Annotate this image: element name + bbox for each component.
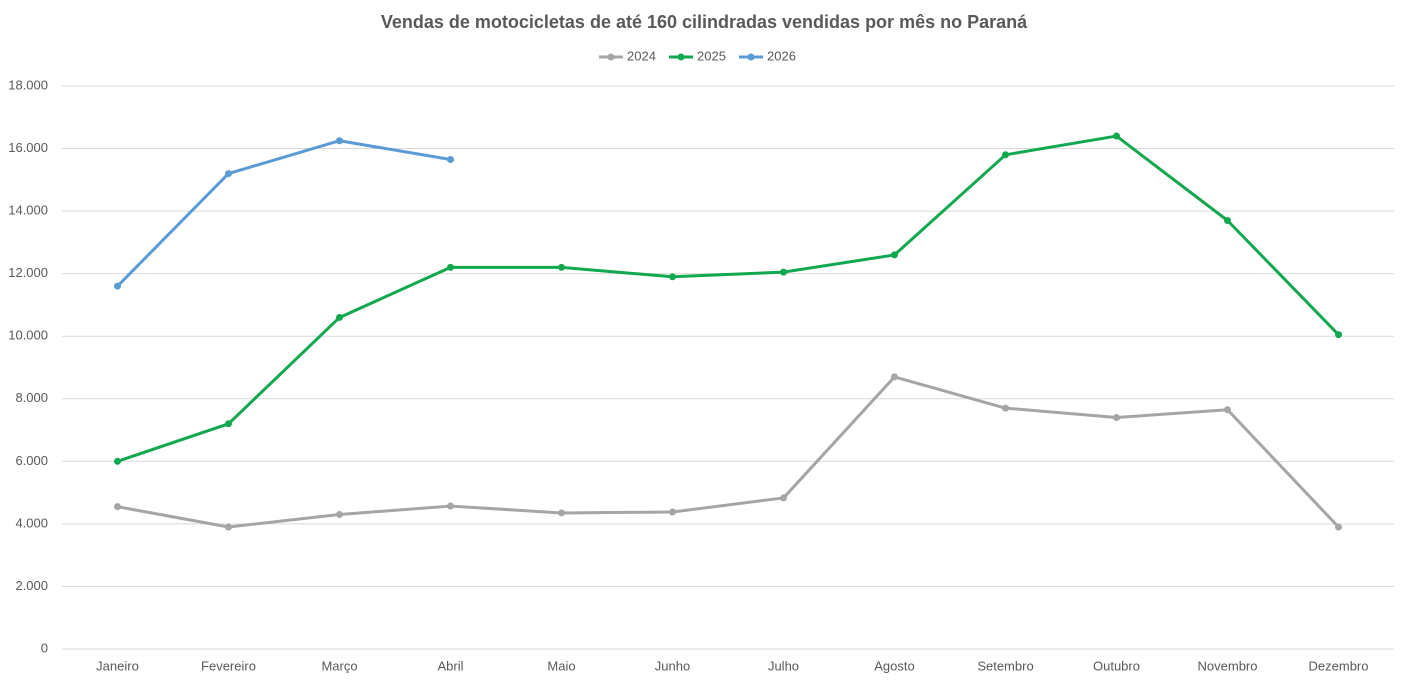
y-tick-label: 0 [41,640,48,655]
y-tick-label: 4.000 [15,515,48,530]
series-line [117,134,1340,463]
data-point [1335,523,1342,531]
data-point [114,457,121,465]
data-point [1002,404,1009,412]
data-point [114,503,121,511]
chart-title: Vendas de motocicletas de até 160 cilind… [381,12,1028,32]
x-tick-label: Julho [768,658,799,673]
y-tick-label: 10.000 [8,328,48,343]
x-tick-label: Janeiro [96,658,139,673]
data-point [336,137,343,145]
data-point [447,263,454,271]
data-point [447,156,454,164]
data-point [1224,216,1231,224]
x-tick-label: Novembro [1198,658,1258,673]
y-tick-label: 2.000 [15,578,48,593]
x-tick-label: Maio [547,658,575,673]
legend-marker [607,53,615,61]
data-point [447,502,454,510]
data-point [225,170,232,178]
data-point [225,420,232,428]
data-point [1224,406,1231,414]
data-point [891,251,898,259]
legend-marker [747,53,755,61]
data-point [669,508,676,516]
data-point [336,313,343,321]
x-tick-label: Outubro [1093,658,1140,673]
x-tick-label: Fevereiro [201,658,256,673]
data-point [1113,414,1120,422]
data-point [114,282,121,290]
data-point [1002,151,1009,159]
y-tick-label: 6.000 [15,453,48,468]
data-point [669,273,676,281]
x-tick-label: Agosto [874,658,914,673]
y-tick-label: 16.000 [8,140,48,155]
data-point [558,263,565,271]
x-tick-label: Setembro [977,658,1033,673]
data-point [780,494,787,502]
legend-label: 2026 [767,48,796,63]
data-point [1335,331,1342,339]
x-tick-label: Abril [437,658,463,673]
x-tick-label: Março [321,658,357,673]
data-point [225,523,232,531]
series-line [117,375,1340,529]
legend-marker [677,53,685,61]
y-tick-label: 14.000 [8,203,48,218]
data-point [558,509,565,517]
data-point [1113,132,1120,140]
data-point [891,373,898,381]
data-point [780,268,787,276]
data-point [336,511,343,519]
x-tick-label: Dezembro [1309,658,1369,673]
series-line [116,139,451,288]
x-tick-label: Junho [655,658,690,673]
y-tick-label: 12.000 [8,265,48,280]
legend-label: 2025 [697,48,726,63]
y-tick-label: 8.000 [15,390,48,405]
legend-label: 2024 [627,48,656,63]
y-tick-label: 18.000 [8,77,48,92]
